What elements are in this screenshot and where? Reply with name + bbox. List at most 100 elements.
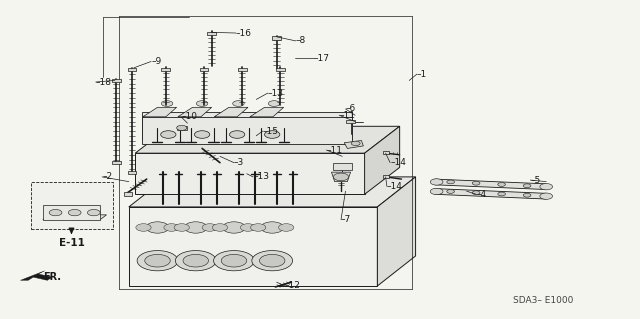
Polygon shape [20,271,52,280]
Circle shape [524,193,531,197]
Circle shape [278,224,294,231]
Bar [31,182,113,229]
Circle shape [447,189,454,193]
Polygon shape [365,126,399,194]
Bar [111,79,120,82]
Circle shape [223,222,246,233]
Circle shape [430,179,443,185]
Text: –9: –9 [151,57,161,66]
Polygon shape [135,153,365,194]
Text: –13: –13 [253,172,269,182]
Circle shape [498,182,506,186]
Text: –14: –14 [387,182,403,191]
Bar [124,192,132,196]
Polygon shape [332,172,351,182]
Text: –11: –11 [339,111,355,120]
Circle shape [430,188,443,195]
Bar [207,32,216,35]
Circle shape [146,222,169,233]
Bar [333,163,352,170]
Circle shape [252,250,292,271]
Polygon shape [141,117,352,144]
Circle shape [268,101,280,106]
Circle shape [264,131,280,138]
Circle shape [184,222,207,233]
Bar [177,126,187,130]
Polygon shape [135,126,399,153]
Text: –14: –14 [390,158,406,167]
Bar [200,68,209,71]
Circle shape [351,141,360,145]
Circle shape [145,254,170,267]
Polygon shape [178,107,212,117]
Text: SDA3– E1000: SDA3– E1000 [513,296,573,305]
Bar [346,120,355,123]
Circle shape [524,184,531,188]
Bar [272,36,281,40]
Circle shape [183,254,209,267]
Bar [238,68,246,71]
Circle shape [212,224,228,231]
Text: FR.: FR. [43,272,61,282]
Polygon shape [43,205,100,219]
Bar [127,68,136,71]
Bar [383,175,390,178]
Text: –13: –13 [268,89,284,98]
Polygon shape [141,112,352,139]
Circle shape [137,250,178,271]
Circle shape [472,191,480,195]
Circle shape [175,250,216,271]
Text: –8: –8 [296,36,306,45]
Polygon shape [435,189,546,199]
Circle shape [214,250,254,271]
Polygon shape [214,107,248,117]
Text: –17: –17 [314,54,330,63]
Bar [127,171,136,174]
Circle shape [196,101,208,106]
Text: –1: –1 [417,70,427,78]
Circle shape [161,101,173,106]
Circle shape [233,101,244,106]
Polygon shape [129,207,378,286]
Text: –11: –11 [326,145,342,154]
Polygon shape [250,107,284,117]
Text: –3: –3 [234,158,244,167]
Circle shape [49,210,62,216]
Circle shape [68,210,81,216]
Circle shape [540,183,552,190]
Polygon shape [435,179,546,189]
Polygon shape [378,177,415,286]
Circle shape [136,224,151,231]
Circle shape [472,181,480,185]
Text: –10: –10 [181,112,197,121]
Text: –5: –5 [531,175,541,185]
Circle shape [250,224,266,231]
Text: –15: –15 [262,127,278,136]
Circle shape [164,224,179,231]
Circle shape [174,224,189,231]
Polygon shape [129,177,415,207]
Bar [383,151,390,154]
Text: –16: –16 [236,28,252,38]
Text: –4: –4 [476,190,486,199]
Circle shape [333,173,349,181]
Circle shape [540,193,552,199]
Circle shape [498,192,506,196]
Circle shape [221,254,246,267]
Text: –2: –2 [102,172,112,182]
Circle shape [202,224,218,231]
Circle shape [241,224,255,231]
Text: –7: –7 [341,215,351,224]
Circle shape [88,210,100,216]
Circle shape [177,125,187,130]
Text: –12: –12 [285,281,301,291]
Circle shape [447,180,454,184]
Bar [161,68,170,71]
Circle shape [195,131,210,138]
Circle shape [260,222,284,233]
Polygon shape [344,141,364,148]
Circle shape [230,131,245,138]
Polygon shape [143,107,177,117]
Bar [111,161,120,164]
Circle shape [161,131,176,138]
